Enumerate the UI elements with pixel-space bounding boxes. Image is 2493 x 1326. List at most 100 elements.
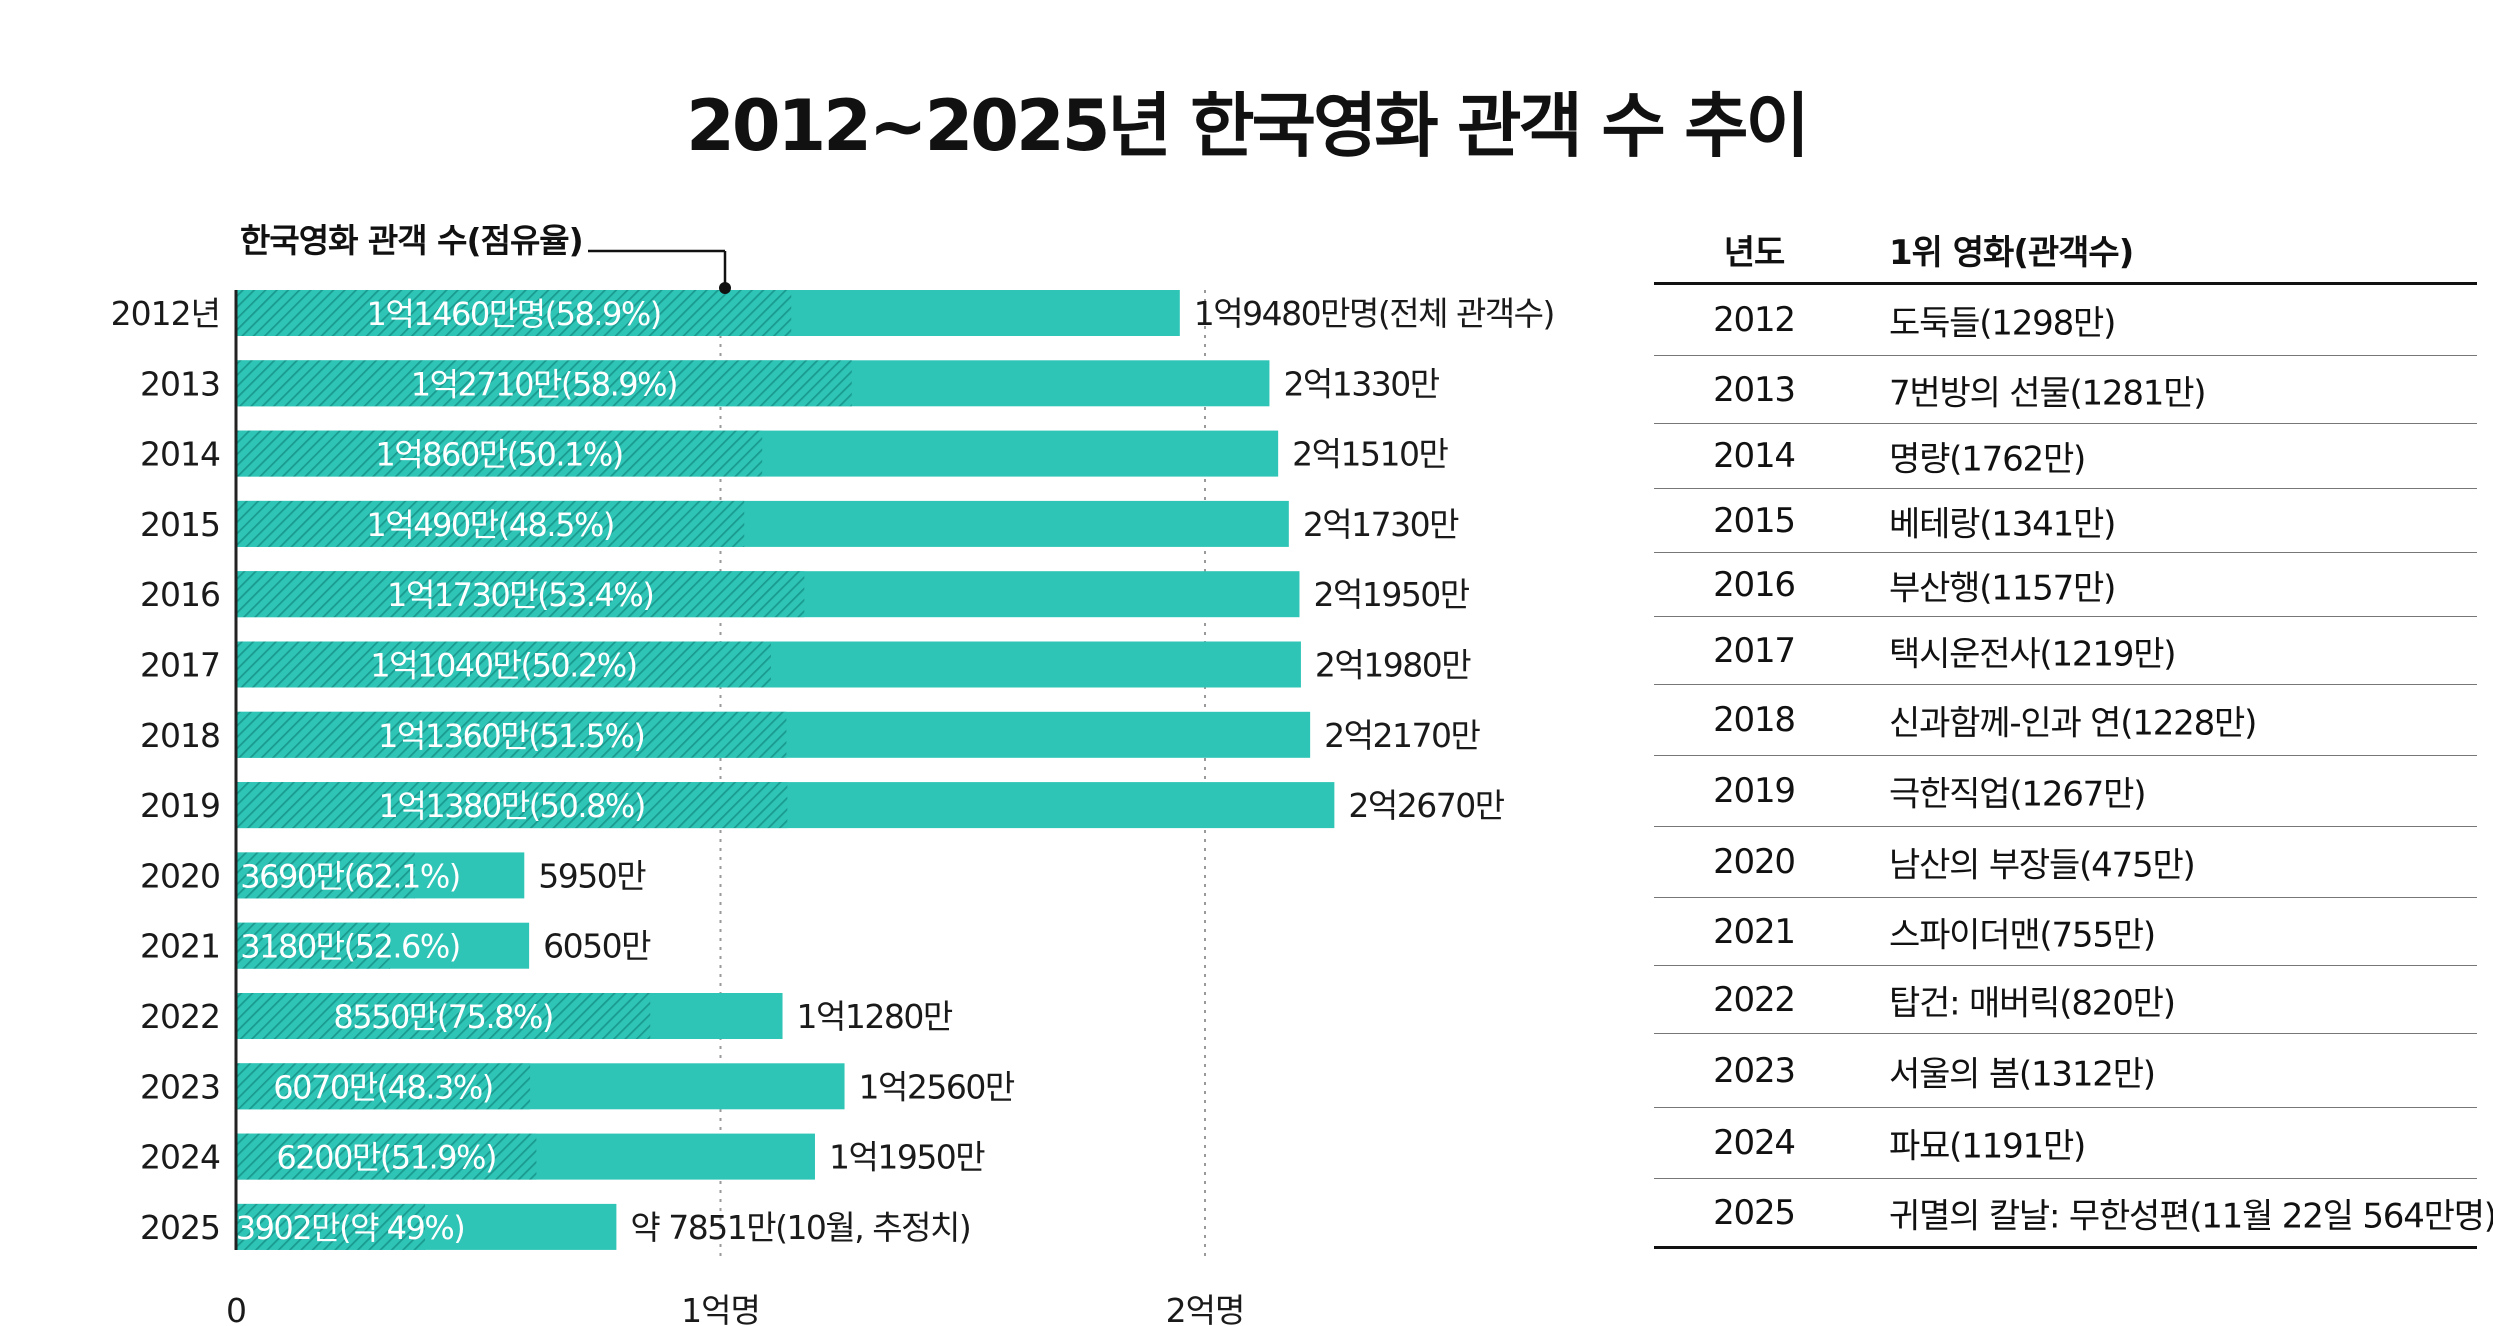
total-label: 6050만 xyxy=(543,927,651,966)
total-label: 1억2560만 xyxy=(859,1067,1015,1106)
table-row: 2013 7번방의 선물(1281만) xyxy=(1654,356,2477,424)
table-row: 2025 귀멸의 칼날: 무한성편(11월 22일 564만명) xyxy=(1654,1179,2493,1249)
table-cell-movie: 부산행(1157만) xyxy=(1889,568,2116,608)
total-label: 2억2170만 xyxy=(1324,716,1480,755)
y-tick-label: 2014 xyxy=(140,435,220,474)
header-movie: 1위 영화(관객수) xyxy=(1889,233,2134,273)
korean-film-bar xyxy=(236,1133,537,1180)
table-cell-year: 2023 xyxy=(1713,1050,1796,1091)
table-cell-year: 2015 xyxy=(1713,500,1796,541)
table-row: 2023 서울의 봄(1312만) xyxy=(1654,1034,2477,1108)
total-label: 5950만 xyxy=(538,856,646,895)
y-tick-label: 2013 xyxy=(140,364,220,403)
table-row: 2020 남산의 부장들(475만) xyxy=(1654,827,2477,898)
total-label: 2억1730만 xyxy=(1303,505,1459,544)
table-cell-year: 2014 xyxy=(1713,436,1796,476)
korean-film-label: 1억2710만(58.9%) xyxy=(411,365,677,403)
korean-film-label: 6200만(51.9%) xyxy=(276,1139,496,1177)
total-label: 1억1950만 xyxy=(829,1138,985,1177)
korean-film-bar xyxy=(236,711,787,758)
korean-film-label: 1억1360만(51.5%) xyxy=(378,717,644,755)
korean-film-bar xyxy=(236,430,763,477)
table-row: 2018 신과함께-인과 연(1228만) xyxy=(1654,685,2477,756)
total-label: 2억1980만 xyxy=(1315,646,1471,685)
legend-leader-dot xyxy=(719,282,731,294)
total-label: 2억1950만 xyxy=(1313,575,1469,614)
y-tick-label: 2019 xyxy=(140,786,220,825)
y-tick-label: 2020 xyxy=(140,856,220,895)
y-tick-label: 2018 xyxy=(140,716,220,755)
y-tick-label: 2023 xyxy=(140,1067,220,1106)
korean-film-label: 1억1730만(53.4%) xyxy=(387,576,653,614)
table-cell-movie: 스파이더맨(755만) xyxy=(1889,915,2156,955)
table-cell-movie: 탑건: 매버릭(820만) xyxy=(1889,983,2176,1023)
table-cell-movie: 서울의 봄(1312만) xyxy=(1889,1054,2156,1094)
korean-film-label: 3180만(52.6%) xyxy=(240,928,460,966)
total-label: 1억1280만 xyxy=(797,997,953,1036)
table-cell-year: 2025 xyxy=(1713,1192,1796,1233)
top-movie-table: 년도 1위 영화(관객수) 2012 도둑들(1298만) 2013 7번방의 선물(… xyxy=(1654,210,2493,1249)
total-label: 약 7851만(10월, 추정치) xyxy=(630,1208,970,1247)
y-tick-label: 2015 xyxy=(140,505,220,544)
korean-film-bar xyxy=(236,290,792,336)
x-tick-label: 2억명 xyxy=(1166,1291,1245,1326)
table-cell-year: 2021 xyxy=(1713,911,1796,952)
table-row: 2014 명량(1762만) xyxy=(1654,424,2477,489)
header-year: 년도 xyxy=(1723,233,1786,273)
table-cell-year: 2020 xyxy=(1713,842,1796,882)
chart-title: 2012~2025년 한국영화 관객 수 추이 xyxy=(686,85,1810,167)
table-row: 2022 탑건: 매버릭(820만) xyxy=(1654,966,2477,1034)
table-cell-movie: 베테랑(1341만) xyxy=(1889,504,2116,544)
total-label: 2억1510만 xyxy=(1292,435,1448,474)
total-label: 2억1330만 xyxy=(1283,364,1439,403)
legend-label: 한국영화 관객 수(점유율) xyxy=(240,221,583,260)
table-header: 년도 1위 영화(관객수) xyxy=(1654,210,2477,285)
korean-film-bar xyxy=(236,782,788,829)
table-row: 2024 파묘(1191만) xyxy=(1654,1108,2477,1179)
korean-film-bar xyxy=(236,1063,531,1110)
table-cell-year: 2019 xyxy=(1713,771,1796,811)
total-label: 1억9480만명(전체 관객수) xyxy=(1194,294,1554,333)
table-cell-movie: 극한직업(1267만) xyxy=(1889,774,2146,815)
table-cell-year: 2016 xyxy=(1713,564,1796,605)
table-cell-year: 2022 xyxy=(1713,979,1796,1020)
table-cell-year: 2017 xyxy=(1713,630,1796,671)
table-cell-movie: 귀멸의 칼날: 무한성편(11월 22일 564만명) xyxy=(1889,1196,2493,1236)
korean-film-bar xyxy=(236,360,852,407)
korean-film-label: 1억490만(48.5%) xyxy=(366,506,613,544)
korean-film-bar xyxy=(236,1203,426,1250)
korean-film-bar xyxy=(236,852,415,899)
y-tick-label: 2017 xyxy=(140,646,220,685)
table-row: 2019 극한직업(1267만) xyxy=(1654,756,2477,827)
table-row: 2017 택시운전사(1219만) xyxy=(1654,617,2477,685)
table-cell-year: 2012 xyxy=(1713,300,1796,340)
y-tick-label: 2012년 xyxy=(111,294,220,333)
table-cell-movie: 신과함께-인과 연(1228만) xyxy=(1889,703,2257,744)
table-cell-year: 2018 xyxy=(1713,700,1796,740)
table-cell-year: 2013 xyxy=(1713,369,1796,410)
y-tick-label: 2024 xyxy=(140,1138,220,1177)
y-tick-label: 2022 xyxy=(140,997,220,1036)
korean-film-label: 1억1460만명(58.9%) xyxy=(366,295,660,333)
x-tick-label: 1억명 xyxy=(681,1291,760,1326)
korean-film-label: 1억1380만(50.8%) xyxy=(379,787,645,825)
table-row: 2016 부산행(1157만) xyxy=(1654,553,2477,617)
table-cell-movie: 파묘(1191만) xyxy=(1889,1126,2086,1167)
x-tick-label: 0 xyxy=(226,1291,246,1326)
y-tick-label: 2025 xyxy=(140,1208,220,1247)
korean-film-bar xyxy=(236,500,745,547)
table-row: 2015 베테랑(1341만) xyxy=(1654,489,2477,553)
table-row: 2021 스파이더맨(755만) xyxy=(1654,898,2477,966)
table-cell-movie: 7번방의 선물(1281만) xyxy=(1889,373,2207,413)
bar-chart: 0 1억명 2억명 2012년 1억1460만명(58.9%) 1억9480만명(전체 관… xyxy=(111,221,1556,1326)
korean-film-bar xyxy=(236,571,805,618)
table-row: 2012 도둑들(1298만) xyxy=(1654,285,2477,356)
table-cell-movie: 도둑들(1298만) xyxy=(1889,303,2116,344)
table-cell-movie: 남산의 부장들(475만) xyxy=(1889,845,2196,886)
total-label: 2억2670만 xyxy=(1348,786,1504,825)
table-cell-movie: 택시운전사(1219만) xyxy=(1889,634,2177,674)
korean-film-label: 6070만(48.3%) xyxy=(273,1068,493,1106)
korean-film-label: 3902만(약 49%) xyxy=(236,1209,465,1247)
y-tick-label: 2021 xyxy=(140,927,220,966)
